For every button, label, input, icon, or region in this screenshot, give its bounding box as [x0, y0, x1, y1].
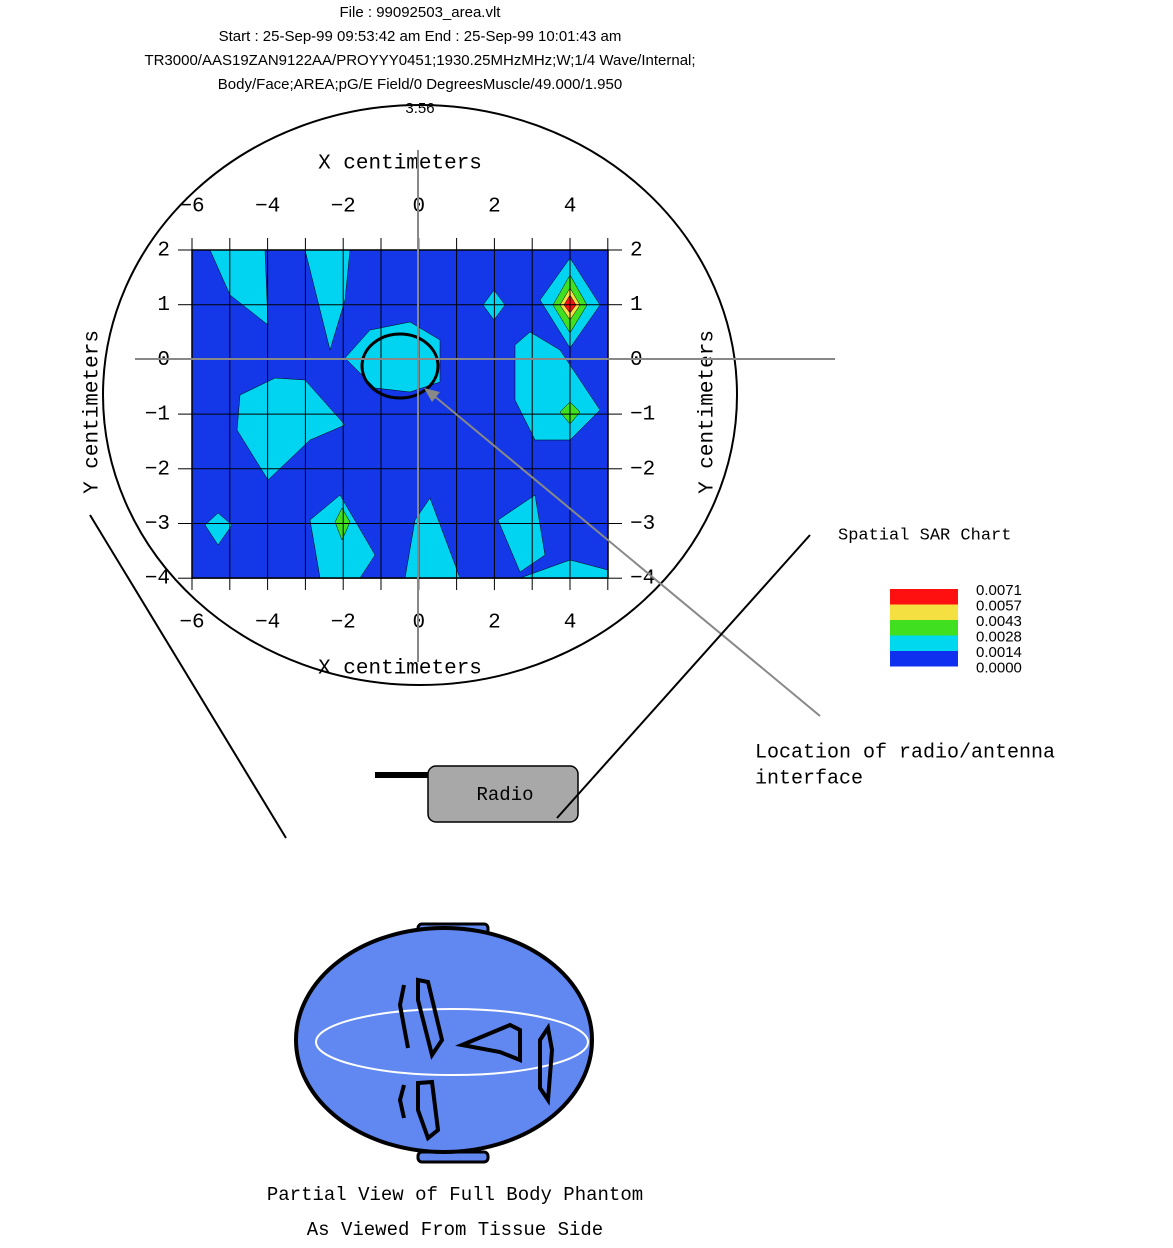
- y-tick-label: −3: [630, 513, 655, 536]
- footer-line: As Viewed From Tissue Side: [307, 1219, 603, 1241]
- phantom-inner: [315, 1008, 589, 1076]
- x-tick-label: −4: [255, 612, 280, 635]
- y-tick-label: −2: [630, 458, 655, 481]
- y-tick-label: −2: [145, 458, 170, 481]
- legend-title: Spatial SAR Chart: [838, 526, 1011, 545]
- header-line: Body/Face;AREA;pG/E Field/0 DegreesMuscl…: [218, 76, 622, 93]
- zoom-ellipse: [102, 104, 738, 686]
- footer-line: Partial View of Full Body Phantom: [267, 1184, 643, 1206]
- y-tick-label: 1: [157, 294, 170, 317]
- x-tick-label: −6: [179, 196, 204, 219]
- y-tick-label: −4: [145, 568, 170, 591]
- plot-frame: [191, 249, 609, 579]
- x-tick-label: −6: [179, 612, 204, 635]
- header: File : 99092503_area.vlt Start : 25-Sep-9…: [144, 4, 695, 117]
- y-tick-label: −3: [145, 513, 170, 536]
- legend-label: 0.0057: [976, 597, 1022, 614]
- legend-label: 0.0014: [976, 644, 1022, 661]
- y-tick-label: 2: [157, 240, 170, 263]
- legend-swatch: [890, 589, 958, 605]
- x-tick-label: 2: [488, 196, 501, 219]
- x-tick-label: −2: [331, 612, 356, 635]
- interface-ring: [360, 332, 440, 400]
- y-tick-label: 1: [630, 294, 643, 317]
- x-tick-label: 2: [488, 612, 501, 635]
- y-axis-label: Y centimeters: [82, 330, 105, 494]
- annotation: interface: [755, 767, 863, 790]
- annotation: Location of radio/antenna: [755, 741, 1055, 764]
- phantom: [294, 922, 594, 1164]
- y-axis-label: Y centimeters: [697, 330, 720, 494]
- radio-label: Radio: [476, 784, 533, 806]
- header-line: TR3000/AAS19ZAN9122AA/PROYYY0451;1930.25…: [144, 52, 695, 69]
- arrow-head: [424, 388, 440, 402]
- y-tick-label: −1: [145, 404, 170, 427]
- y-tick-label: 2: [630, 240, 643, 263]
- legend-swatch: [890, 651, 958, 667]
- contour-plot: 221100−1−1−2−2−3−3−4−4−6−6−4−4−2−2002244…: [82, 153, 720, 681]
- y-tick-label: −1: [630, 404, 655, 427]
- phantom-marks: [397, 977, 555, 1142]
- legend-swatch: [890, 604, 958, 620]
- y-tick-label: −4: [630, 568, 655, 591]
- x-tick-label: 4: [564, 196, 577, 219]
- header-line: File : 99092503_area.vlt: [340, 4, 502, 21]
- header-line: Start : 25-Sep-99 09:53:42 am End : 25-S…: [219, 28, 622, 45]
- y-tick-label: 0: [157, 349, 170, 372]
- projection-line: [556, 534, 811, 819]
- x-tick-label: 4: [564, 612, 577, 635]
- legend-label: 0.0043: [976, 613, 1022, 630]
- legend-label: 0.0000: [976, 659, 1022, 676]
- header-line: 3.56: [405, 100, 434, 117]
- legend-label: 0.0028: [976, 628, 1022, 645]
- x-axis-label: X centimeters: [318, 153, 482, 176]
- legend-swatch: [890, 620, 958, 636]
- legend-swatch: [890, 635, 958, 651]
- x-tick-label: −4: [255, 196, 280, 219]
- projection-line: [89, 514, 287, 839]
- legend-label: 0.0071: [976, 582, 1022, 599]
- pointer-arrow: [426, 389, 821, 717]
- x-axis-label: X centimeters: [318, 658, 482, 681]
- y-tick-label: 0: [630, 349, 643, 372]
- x-tick-label: −2: [331, 196, 356, 219]
